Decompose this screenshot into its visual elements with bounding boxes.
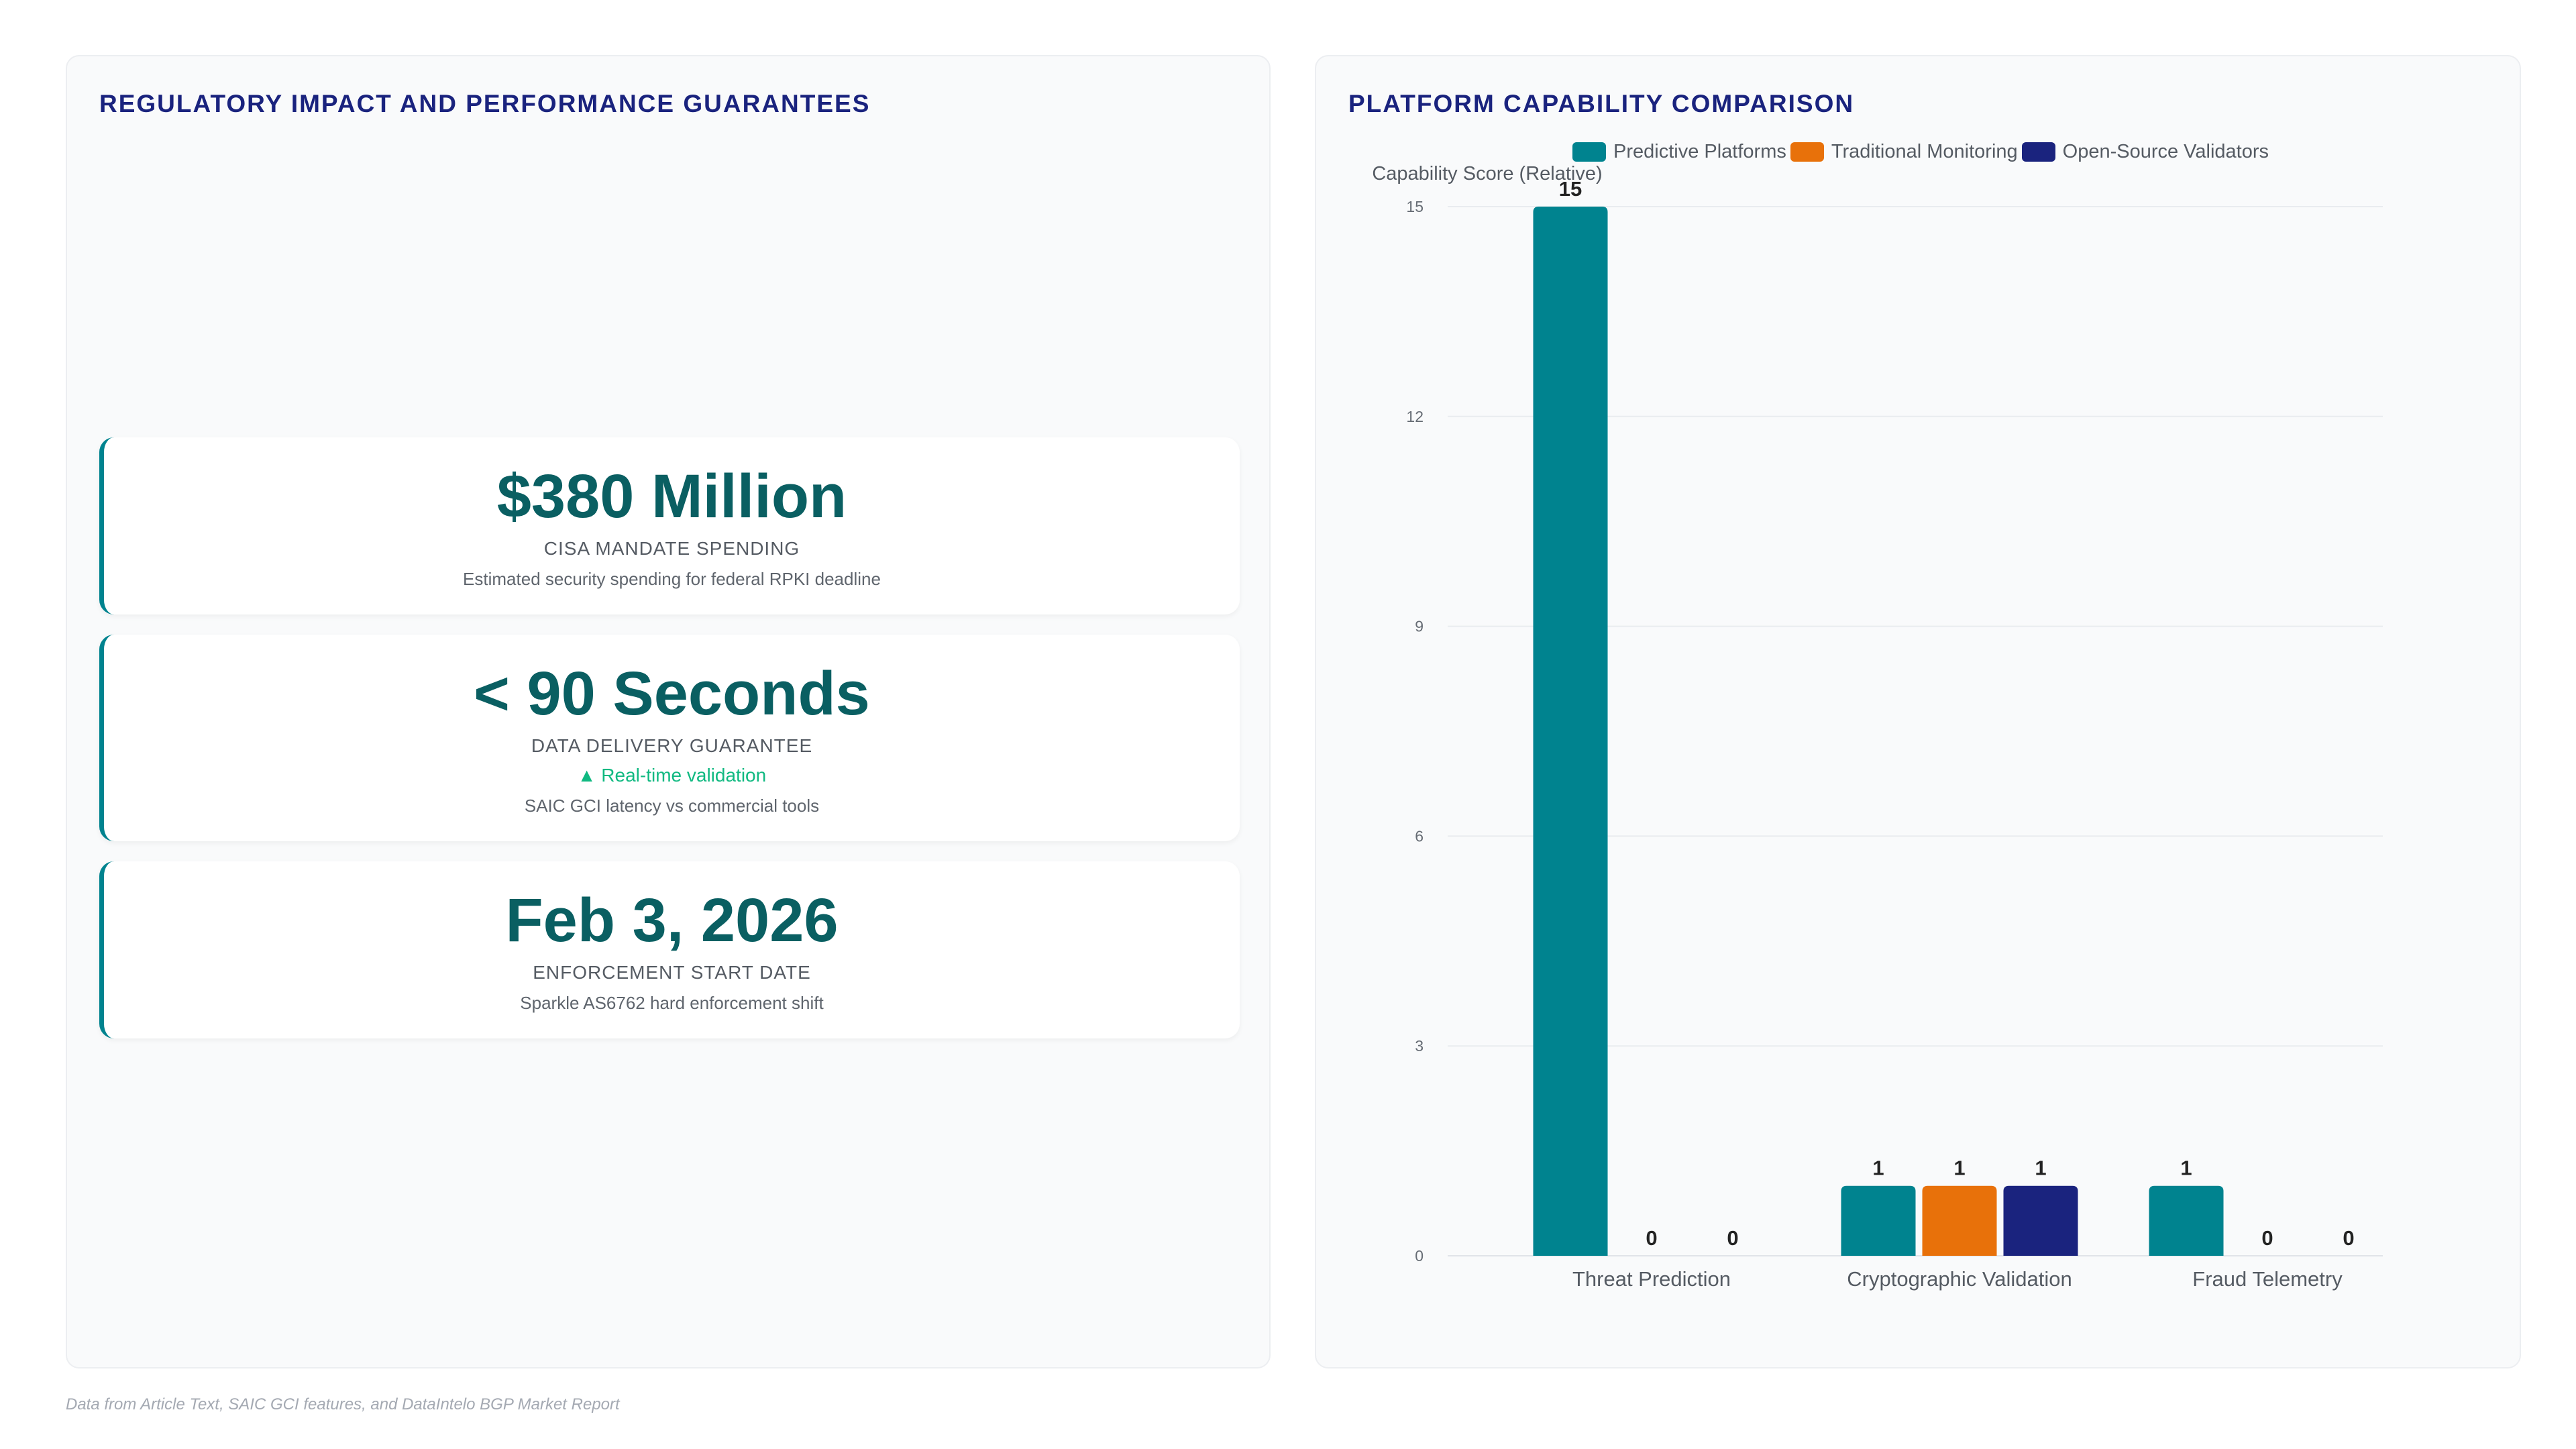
bar-value-label: 0 — [2261, 1226, 2273, 1250]
chart-panel: PLATFORM CAPABILITY COMPARISON Predictiv… — [1315, 55, 2521, 1368]
y-tick-label: 6 — [1415, 827, 1424, 845]
kpi-value: Feb 3, 2026 — [505, 886, 839, 955]
legend-swatch — [1572, 142, 1606, 162]
x-tick-label: Cryptographic Validation — [1847, 1267, 2072, 1291]
y-tick-label: 3 — [1415, 1037, 1424, 1055]
kpi-value: < 90 Seconds — [474, 659, 870, 728]
kpi-label: CISA MANDATE SPENDING — [543, 538, 800, 559]
bar — [1922, 1185, 1997, 1256]
kpi-description: Estimated security spending for federal … — [463, 569, 881, 589]
kpi-description: SAIC GCI latency vs commercial tools — [524, 796, 820, 816]
kpi-trend: ▲ Real-time validation — [577, 765, 767, 786]
bar-value-label: 0 — [1646, 1226, 1657, 1250]
y-tick-label: 0 — [1415, 1247, 1424, 1265]
y-axis-title: Capability Score (Relative) — [1372, 163, 1602, 184]
bar — [1533, 207, 1608, 1256]
kpi-label: DATA DELIVERY GUARANTEE — [531, 735, 813, 756]
bar-value-label: 1 — [1953, 1157, 1965, 1180]
y-tick-label: 15 — [1406, 198, 1424, 215]
kpi-panel: REGULATORY IMPACT AND PERFORMANCE GUARAN… — [66, 55, 1271, 1368]
legend-label: Open-Source Validators — [2062, 141, 2269, 162]
chart-title: PLATFORM CAPABILITY COMPARISON — [1348, 90, 1855, 117]
kpi-card-enforcement: Feb 3, 2026 ENFORCEMENT START DATE Spark… — [99, 861, 1240, 1038]
legend-item-predictive[interactable]: Predictive Platforms — [1572, 141, 1786, 163]
kpi-panel-title: REGULATORY IMPACT AND PERFORMANCE GUARAN… — [99, 90, 871, 117]
bar-value-label: 1 — [2180, 1157, 2192, 1180]
kpi-card-latency: < 90 Seconds DATA DELIVERY GUARANTEE ▲ R… — [99, 635, 1240, 841]
bar — [2003, 1185, 2078, 1256]
kpi-label: ENFORCEMENT START DATE — [533, 962, 811, 983]
legend-item-traditional[interactable]: Traditional Monitoring — [1790, 141, 2018, 163]
kpi-card-list: $380 Million CISA MANDATE SPENDING Estim… — [99, 437, 1240, 1059]
bar — [2149, 1185, 2224, 1256]
legend-item-opensource[interactable]: Open-Source Validators — [2021, 141, 2269, 163]
x-tick-label: Fraud Telemetry — [2192, 1267, 2343, 1291]
kpi-value: $380 Million — [496, 462, 847, 531]
bar-value-label: 0 — [1727, 1226, 1738, 1250]
legend-label: Traditional Monitoring — [1831, 141, 2018, 162]
bar — [1841, 1185, 1916, 1256]
bar-value-label: 1 — [2035, 1157, 2046, 1180]
y-tick-label: 12 — [1406, 408, 1424, 425]
x-tick-label: Threat Prediction — [1572, 1267, 1731, 1291]
legend-label: Predictive Platforms — [1613, 141, 1786, 162]
bar-value-label: 1 — [1872, 1157, 1884, 1180]
kpi-card-spending: $380 Million CISA MANDATE SPENDING Estim… — [99, 437, 1240, 614]
y-tick-label: 9 — [1415, 618, 1424, 635]
bar-value-label: 0 — [2343, 1226, 2354, 1250]
bar-value-label: 15 — [1559, 177, 1582, 201]
legend-swatch — [1790, 142, 1824, 162]
legend-swatch — [2021, 142, 2055, 162]
chart-legend: Predictive Platforms Traditional Monitor… — [1572, 141, 2273, 163]
kpi-description: Sparkle AS6762 hard enforcement shift — [520, 993, 824, 1013]
source-footnote: Data from Article Text, SAIC GCI feature… — [66, 1395, 620, 1413]
